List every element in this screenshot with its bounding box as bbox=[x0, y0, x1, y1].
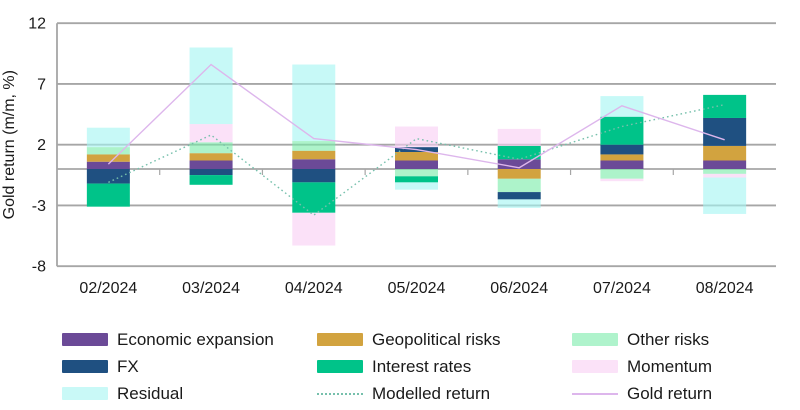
series-economic-expansion bbox=[86, 159, 747, 169]
series-other-risks bbox=[86, 141, 747, 193]
bar-segment bbox=[497, 128, 541, 146]
bar-segment bbox=[395, 126, 438, 148]
legend-label: Residual bbox=[117, 384, 184, 403]
axis-labels: 12 7 2 -3 -8 02/2024 03/2024 04/2024 05/2024 06/2… bbox=[1, 16, 754, 297]
bar-segment bbox=[395, 182, 438, 190]
bar-segment bbox=[497, 199, 541, 208]
bar-segment bbox=[86, 169, 130, 184]
bar-segment bbox=[395, 169, 438, 177]
bar-segment bbox=[703, 173, 747, 178]
legend-label: Modelled return bbox=[372, 384, 491, 403]
x-tick-label: 08/2024 bbox=[696, 280, 754, 297]
bar-segment bbox=[395, 176, 438, 183]
bar-segment bbox=[189, 124, 233, 143]
y-tick-label: 7 bbox=[37, 76, 46, 93]
momentum-swatch bbox=[572, 360, 618, 373]
legend-item-interest-rates: Interest rates bbox=[317, 357, 572, 376]
bar-segment bbox=[86, 183, 130, 207]
bar-segment bbox=[703, 117, 747, 146]
y-tick-label: -3 bbox=[32, 198, 46, 215]
x-tick-label: 04/2024 bbox=[285, 280, 343, 297]
bar-segment bbox=[292, 150, 336, 160]
geopolitical-risks-swatch bbox=[317, 333, 363, 346]
bar-segment bbox=[86, 154, 130, 162]
bar-segment bbox=[703, 169, 747, 174]
bar-segment bbox=[703, 160, 747, 169]
bar-segment bbox=[703, 145, 747, 161]
legend-item-gold-return: Gold return bbox=[572, 384, 800, 403]
legend-item-other-risks: Other risks bbox=[572, 330, 800, 349]
bar-segment bbox=[292, 169, 336, 183]
bar-segment bbox=[497, 178, 541, 193]
bar-segment bbox=[395, 160, 438, 169]
x-tick-label: 05/2024 bbox=[388, 280, 446, 297]
bar-segment bbox=[292, 212, 336, 246]
legend-label: Momentum bbox=[627, 357, 713, 376]
bar-segment bbox=[395, 151, 438, 161]
legend-item-fx: FX bbox=[62, 357, 317, 376]
bar-segment bbox=[497, 169, 541, 179]
bar-segment bbox=[497, 159, 541, 169]
legend-label: Gold return bbox=[627, 384, 713, 403]
legend-label: Other risks bbox=[627, 330, 710, 349]
fx-swatch bbox=[62, 360, 108, 373]
legend-item-geopolitical-risks: Geopolitical risks bbox=[317, 330, 572, 349]
economic-expansion-swatch bbox=[62, 333, 108, 346]
bar-segment bbox=[189, 175, 233, 185]
legend-label: Geopolitical risks bbox=[372, 330, 501, 349]
bar-segment bbox=[600, 154, 644, 161]
bar-segment bbox=[189, 169, 233, 176]
bar-segment bbox=[86, 127, 130, 148]
bar-segment bbox=[189, 153, 233, 161]
x-tick-label: 03/2024 bbox=[182, 280, 240, 297]
y-tick-label: -8 bbox=[32, 259, 46, 276]
gold-return-line-swatch bbox=[572, 392, 618, 395]
bar-segment bbox=[292, 182, 336, 213]
bar-segment bbox=[292, 159, 336, 169]
x-tick-label: 06/2024 bbox=[490, 280, 548, 297]
bar-segment bbox=[86, 147, 130, 155]
other-risks-swatch bbox=[572, 333, 618, 346]
series-interest-rates bbox=[86, 94, 747, 213]
y-tick-label: 12 bbox=[28, 16, 46, 33]
bar-segment bbox=[189, 47, 233, 125]
x-tick-label: 07/2024 bbox=[593, 280, 651, 297]
bar-segment bbox=[600, 144, 644, 155]
series-momentum bbox=[189, 124, 747, 246]
gold-return-line bbox=[107, 63, 725, 169]
bar-segment bbox=[600, 116, 644, 145]
legend-item-residual: Residual bbox=[62, 384, 317, 403]
bar-segment bbox=[600, 160, 644, 169]
legend-item-economic-expansion: Economic expansion bbox=[62, 330, 317, 349]
legend-item-modelled-return: Modelled return bbox=[317, 384, 572, 403]
bar-segment bbox=[600, 169, 644, 179]
bar-segment bbox=[600, 178, 644, 182]
interest-rates-swatch bbox=[317, 360, 363, 373]
legend-label: Interest rates bbox=[372, 357, 472, 376]
modelled-return-line-swatch bbox=[317, 392, 363, 395]
x-tick-label: 02/2024 bbox=[79, 280, 137, 297]
bar-segment bbox=[703, 94, 747, 118]
bar-segment bbox=[189, 142, 233, 154]
y-tick-label: 2 bbox=[37, 137, 46, 154]
bar-segment bbox=[292, 64, 336, 142]
bar-segment bbox=[86, 161, 130, 169]
bar-segment bbox=[497, 192, 541, 200]
legend-label: Economic expansion bbox=[117, 330, 274, 349]
bar-segment bbox=[189, 160, 233, 169]
bar-segment bbox=[497, 145, 541, 160]
bar-segment bbox=[703, 177, 747, 214]
legend-item-momentum: Momentum bbox=[572, 357, 800, 376]
series-geopolitical-risks bbox=[86, 145, 747, 179]
chart-legend: Economic expansion Geopolitical risks Ot… bbox=[0, 330, 800, 403]
bar-segment bbox=[292, 141, 336, 151]
gold-attribution-chart: 12 7 2 -3 -8 02/2024 03/2024 04/2024 05/2024 06/2… bbox=[1, 16, 776, 297]
legend-label: FX bbox=[117, 357, 139, 376]
residual-swatch bbox=[62, 387, 108, 400]
y-axis-title: Gold return (m/m, %) bbox=[1, 70, 18, 219]
